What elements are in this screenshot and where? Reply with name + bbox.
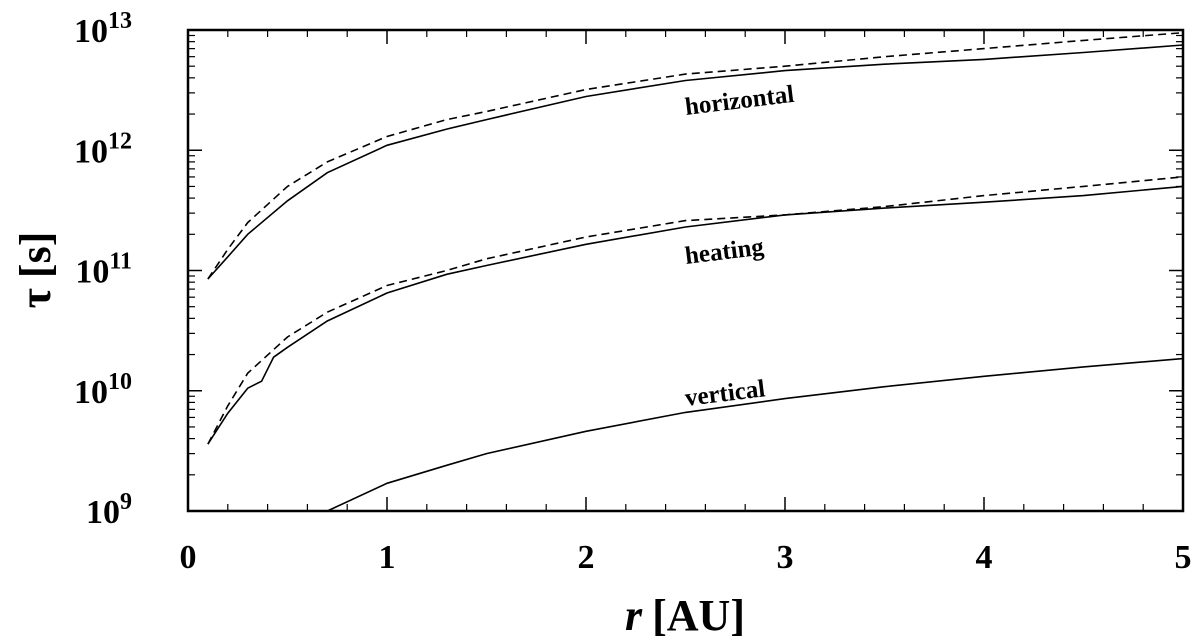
y-tick-base: 10 bbox=[75, 254, 109, 291]
x-tick-label: 2 bbox=[578, 539, 595, 576]
series-layer bbox=[207, 31, 1184, 512]
y-axis-label: τ [s] bbox=[11, 232, 60, 309]
y-tick-base: 10 bbox=[74, 374, 108, 411]
x-tick-label: 3 bbox=[777, 539, 794, 576]
y-tick-label: 109 bbox=[86, 489, 132, 531]
y-tick-exponent: 13 bbox=[108, 8, 132, 34]
y-tick-exponent: 12 bbox=[108, 128, 132, 154]
series-heating-solid bbox=[207, 185, 1184, 445]
x-tick-label: 1 bbox=[379, 539, 396, 576]
y-tick-label: 1011 bbox=[75, 249, 132, 291]
curve-label-horizontal: horizontal bbox=[683, 81, 795, 121]
x-axis-label: r [AU] bbox=[625, 591, 745, 640]
x-tick-label: 4 bbox=[976, 539, 993, 576]
y-axis-unit: [s] bbox=[11, 232, 60, 278]
series-horizontal-dashed bbox=[207, 31, 1184, 280]
y-tick-label: 1013 bbox=[74, 8, 132, 50]
x-axis-unit: [AU] bbox=[652, 591, 745, 640]
y-tick-exponent: 9 bbox=[120, 489, 132, 515]
y-tick-exponent: 10 bbox=[108, 369, 132, 395]
y-tick-base: 10 bbox=[86, 494, 120, 531]
y-tick-base: 10 bbox=[74, 133, 108, 170]
y-tick-label: 1010 bbox=[74, 369, 132, 411]
series-vertical-solid bbox=[326, 357, 1184, 512]
y-axis-symbol: τ bbox=[11, 288, 60, 308]
x-tick-label: 5 bbox=[1175, 539, 1192, 576]
x-tick-label: 0 bbox=[180, 539, 197, 576]
curve-label-heating: heating bbox=[683, 233, 765, 270]
y-tick-exponent: 11 bbox=[109, 249, 132, 275]
series-horizontal-solid bbox=[207, 44, 1184, 280]
x-axis-symbol: r bbox=[625, 591, 643, 640]
curve-label-vertical: vertical bbox=[683, 375, 766, 412]
series-heating-dashed bbox=[207, 176, 1184, 445]
y-tick-base: 10 bbox=[74, 13, 108, 50]
axis-ticks bbox=[187, 29, 1184, 512]
y-tick-label: 1012 bbox=[74, 128, 132, 170]
